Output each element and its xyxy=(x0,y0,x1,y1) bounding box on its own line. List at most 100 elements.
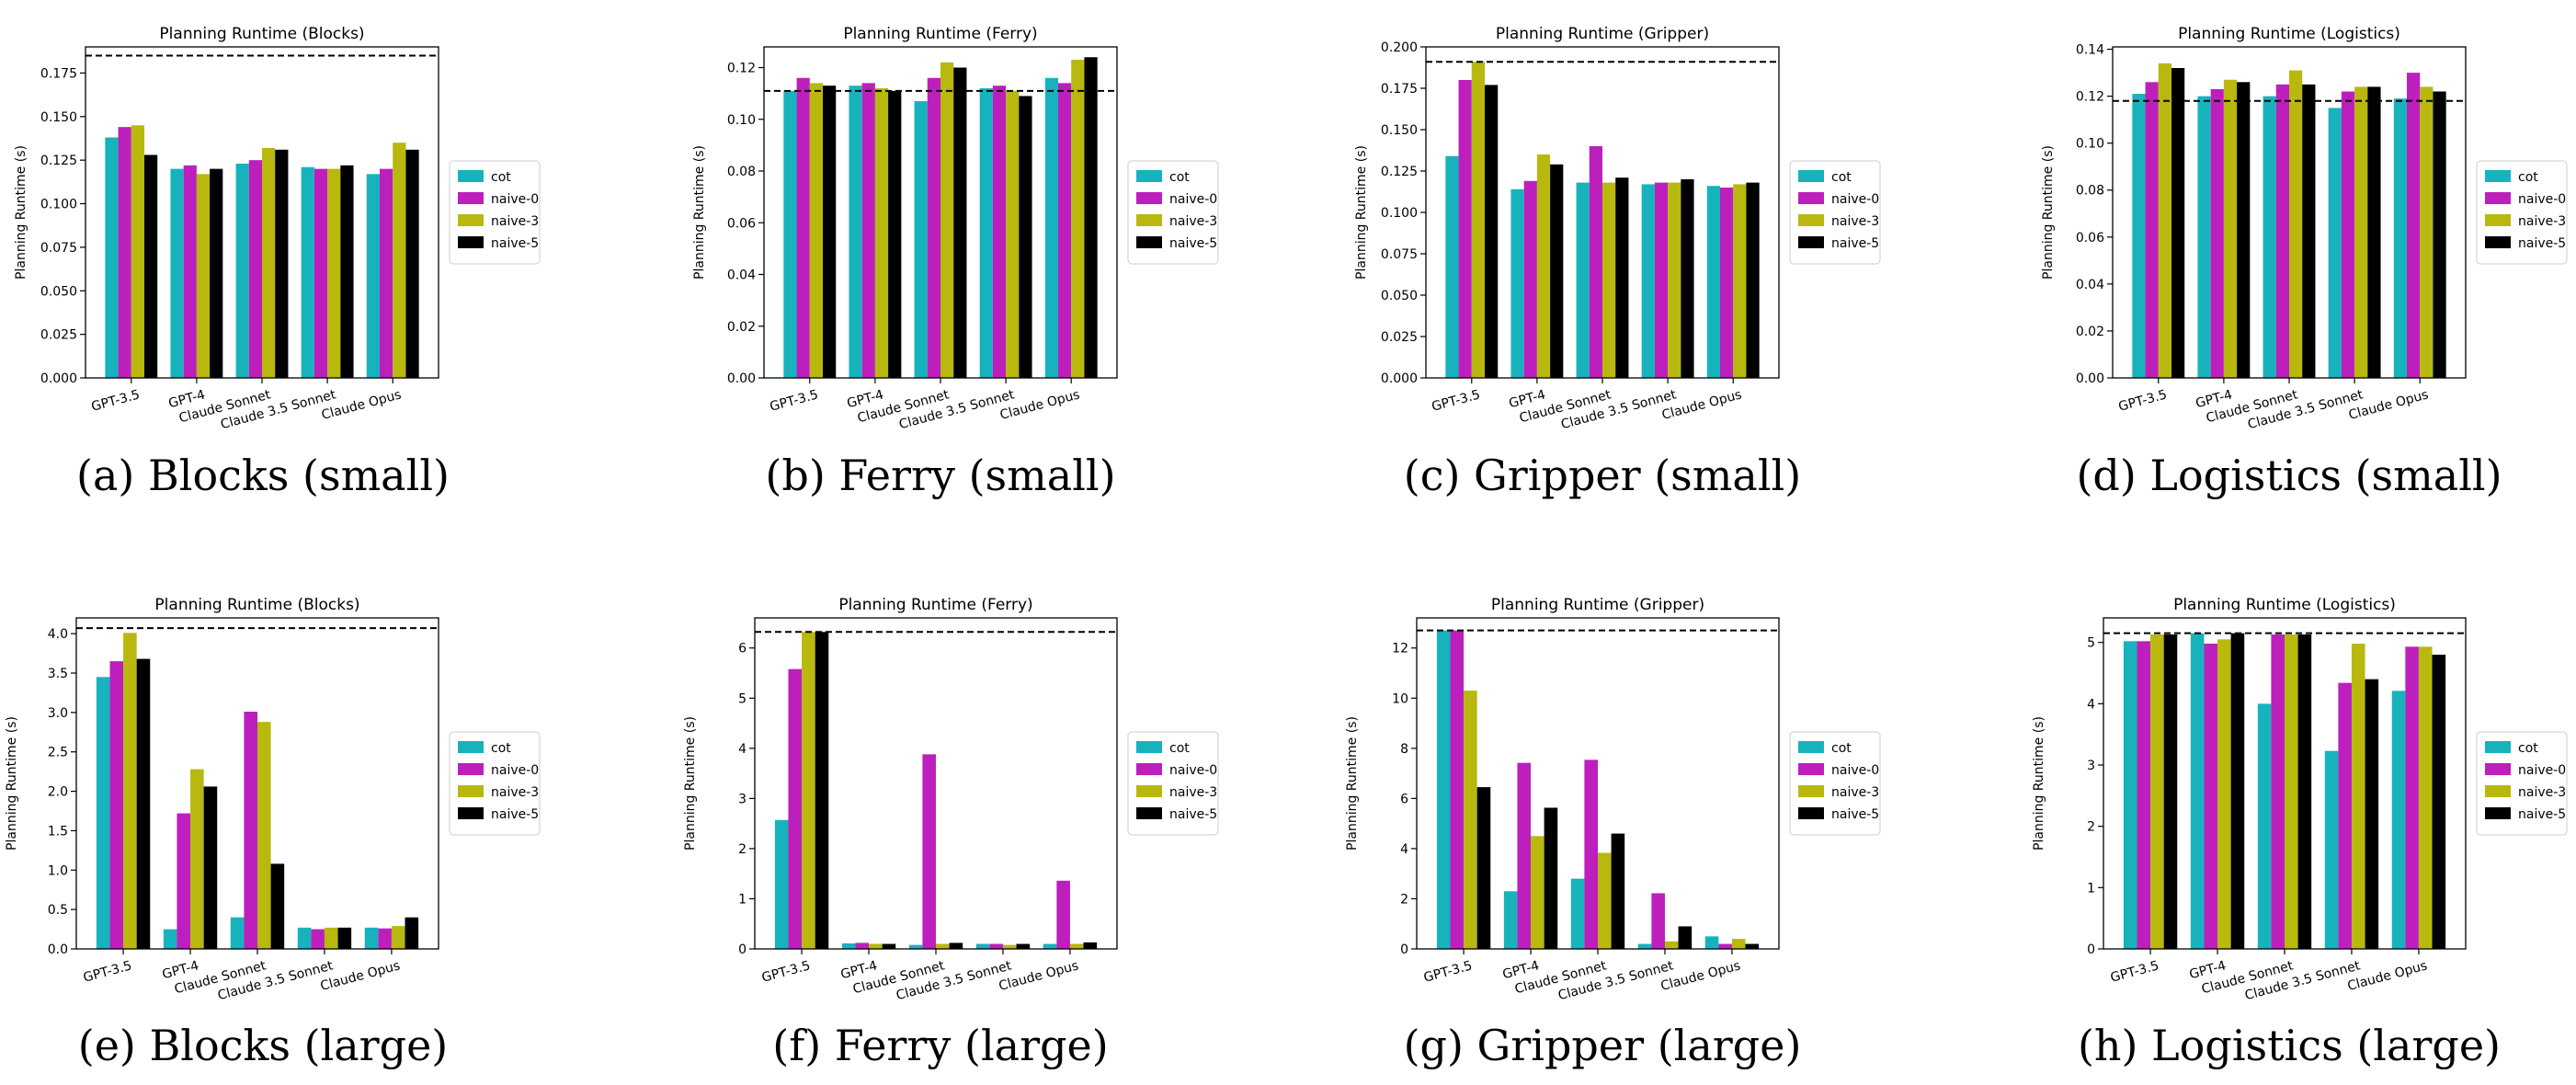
legend-swatch-naive-0 xyxy=(1136,763,1162,775)
legend-swatch-cot xyxy=(2485,741,2511,753)
y-tick-label: 0.10 xyxy=(2076,137,2104,152)
bar-cot xyxy=(2263,96,2276,379)
bar-cot xyxy=(2328,108,2342,378)
legend-swatch-naive-3 xyxy=(458,785,484,797)
subfigure-caption: (e) Blocks (large) xyxy=(78,1021,449,1070)
legend-label-cot: cot xyxy=(2518,170,2538,185)
bar-naive-5 xyxy=(1550,164,1564,378)
bar-naive-0 xyxy=(177,813,191,949)
plot-frame xyxy=(2112,46,2467,379)
bar-cot xyxy=(96,677,110,949)
legend-label-naive-3: naive-3 xyxy=(2518,785,2566,800)
y-tick-label: 2 xyxy=(1400,892,1408,907)
bar-naive-3 xyxy=(1602,182,1616,378)
chart-panel-2: Planning Runtime (Ferry) 0.00 0.02 0.04 0.06… xyxy=(692,25,1219,500)
y-tick-label: 2 xyxy=(738,842,747,857)
x-tick-label: GPT-3.5 xyxy=(1422,958,1474,985)
bar-naive-5 xyxy=(1083,942,1098,949)
bar-naive-0 xyxy=(1523,180,1537,378)
x-tick-label: GPT-3.5 xyxy=(1430,387,1482,414)
bar-naive-3 xyxy=(1668,182,1681,378)
legend-swatch-naive-0 xyxy=(1798,763,1824,775)
y-tick-label: 0.125 xyxy=(40,154,77,168)
legend-label-cot: cot xyxy=(1169,741,1190,756)
bar-cot xyxy=(1436,630,1451,949)
y-tick-label: 0.00 xyxy=(727,371,756,386)
bar-cot xyxy=(979,88,993,378)
legend-swatch-naive-3 xyxy=(1136,785,1162,797)
chart-panel-5: Planning Runtime (Blocks) 0.0 0.5 1.0 1.5 2.0… xyxy=(5,596,541,1070)
y-tick-label: 3.0 xyxy=(48,706,68,721)
bar-naive-0 xyxy=(2405,646,2419,949)
bar-naive-0 xyxy=(1058,83,1072,378)
legend-label-naive-5: naive-5 xyxy=(2518,236,2566,251)
bar-naive-0 xyxy=(1654,182,1669,378)
legend-label-naive-3: naive-3 xyxy=(491,214,539,229)
bar-naive-3 xyxy=(2223,79,2238,378)
y-tick-label: 0.10 xyxy=(727,113,756,128)
bar-naive-3 xyxy=(1664,941,1679,949)
legend-swatch-naive-0 xyxy=(2485,763,2511,775)
legend-swatch-naive-5 xyxy=(1136,807,1162,819)
bar-naive-5 xyxy=(1019,96,1032,378)
bar-naive-0 xyxy=(861,83,875,378)
bar-cot xyxy=(1576,182,1590,378)
bar-naive-5 xyxy=(815,632,829,949)
y-tick-label: 4 xyxy=(1400,842,1408,857)
x-tick-label: GPT-3.5 xyxy=(769,387,820,414)
y-tick-label: 0.000 xyxy=(1381,371,1418,386)
bar-naive-0 xyxy=(1718,943,1732,949)
bar-cot xyxy=(364,927,379,949)
bar-naive-3 xyxy=(2351,644,2365,949)
legend-swatch-naive-5 xyxy=(458,807,484,819)
legend-swatch-naive-3 xyxy=(458,214,484,226)
bar-naive-0 xyxy=(1458,80,1472,378)
bar-naive-5 xyxy=(144,154,158,378)
bar-cot xyxy=(914,101,928,378)
legend: cot naive-0 naive-3 naive-5 xyxy=(2476,731,2568,836)
bar-naive-5 xyxy=(888,90,902,378)
y-tick-label: 2.5 xyxy=(48,746,68,760)
bar-naive-3 xyxy=(809,83,823,378)
y-tick-label: 0.000 xyxy=(40,371,77,386)
chart-title: Planning Runtime (Logistics) xyxy=(2178,25,2400,43)
legend-swatch-naive-0 xyxy=(458,763,484,775)
bar-cot xyxy=(297,927,312,949)
legend-label-cot: cot xyxy=(2518,741,2538,756)
bar-naive-3 xyxy=(1006,90,1020,378)
plot-frame xyxy=(2103,617,2467,950)
y-tick-label: 0.14 xyxy=(2076,43,2104,58)
y-axis-label: Planning Runtime (s) xyxy=(683,716,698,851)
y-tick-label: 3 xyxy=(2087,759,2095,773)
bar-naive-3 xyxy=(391,926,405,949)
bar-naive-0 xyxy=(2338,682,2352,949)
legend-label-naive-3: naive-3 xyxy=(491,785,539,800)
bar-cot xyxy=(783,90,797,378)
x-tick-label: GPT-3.5 xyxy=(760,958,812,985)
y-tick-label: 0.075 xyxy=(1381,247,1418,262)
bar-naive-0 xyxy=(2341,91,2355,379)
subfigure-caption: (g) Gripper (large) xyxy=(1404,1021,1802,1070)
bar-naive-3 xyxy=(257,722,271,949)
bar-naive-3 xyxy=(2418,646,2433,949)
legend-swatch-naive-0 xyxy=(1798,192,1824,204)
bar-naive-3 xyxy=(869,943,883,949)
x-tick-label: GPT-3.5 xyxy=(2117,387,2169,414)
bar-naive-0 xyxy=(248,160,262,378)
bar-naive-0 xyxy=(1450,630,1465,949)
plot-frame xyxy=(754,617,1118,950)
bar-cot xyxy=(105,137,119,379)
y-tick-label: 0.100 xyxy=(1381,206,1418,221)
y-tick-label: 1 xyxy=(2087,881,2095,896)
legend-swatch-cot xyxy=(2485,170,2511,182)
chart-title: Planning Runtime (Gripper) xyxy=(1496,25,1709,43)
bar-naive-0 xyxy=(922,754,936,949)
y-axis-label: Planning Runtime (s) xyxy=(2041,145,2056,280)
legend-label-naive-0: naive-0 xyxy=(2518,763,2566,778)
bar-naive-0 xyxy=(2407,73,2421,378)
bar-naive-0 xyxy=(183,165,197,378)
bar-naive-0 xyxy=(855,942,870,949)
legend-label-cot: cot xyxy=(491,170,511,185)
bar-naive-3 xyxy=(1002,944,1017,949)
bar-naive-5 xyxy=(953,67,967,378)
